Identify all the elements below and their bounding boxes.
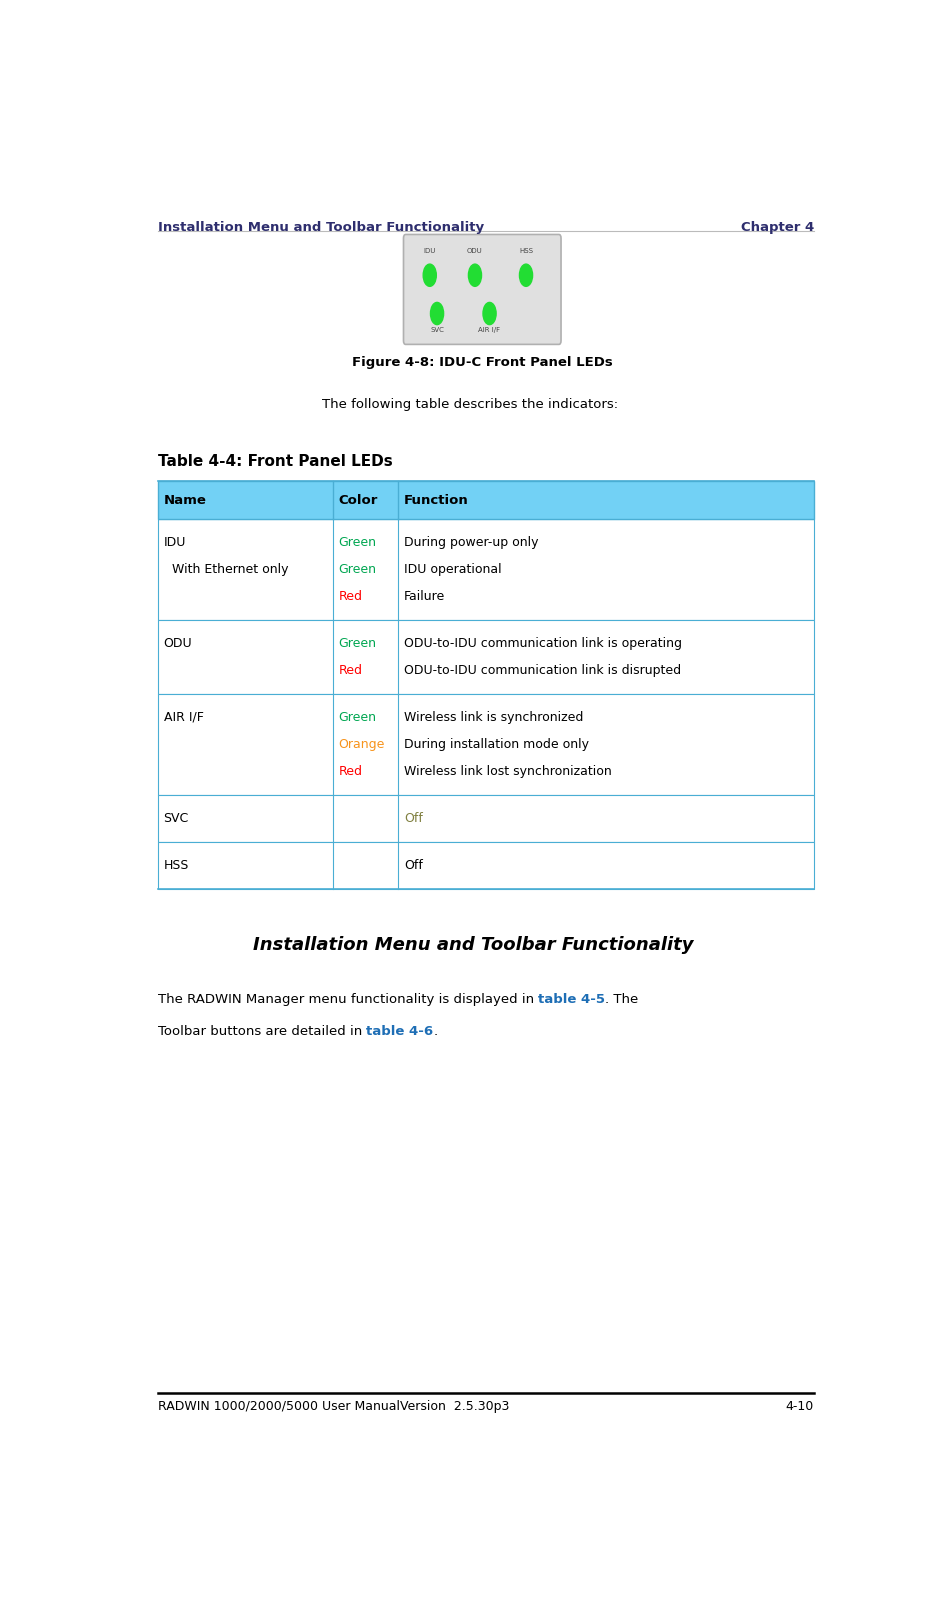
- Text: Wireless link is synchronized: Wireless link is synchronized: [405, 711, 583, 723]
- Text: HSS: HSS: [164, 860, 189, 873]
- Text: SVC: SVC: [430, 327, 444, 334]
- Text: table 4-6: table 4-6: [366, 1025, 434, 1038]
- Text: During installation mode only: During installation mode only: [405, 738, 589, 751]
- Text: Green: Green: [339, 637, 376, 650]
- Text: table 4-5: table 4-5: [538, 993, 605, 1006]
- Text: Name: Name: [164, 494, 206, 507]
- Text: .: .: [434, 1025, 438, 1038]
- Text: ODU: ODU: [164, 637, 192, 650]
- Text: IDU operational: IDU operational: [405, 563, 502, 576]
- Circle shape: [423, 265, 437, 287]
- Text: AIR I/F: AIR I/F: [164, 711, 203, 723]
- Text: Figure 4-8: IDU-C Front Panel LEDs: Figure 4-8: IDU-C Front Panel LEDs: [352, 356, 613, 369]
- Text: Installation Menu and Toolbar Functionality: Installation Menu and Toolbar Functional…: [158, 221, 484, 234]
- Circle shape: [430, 303, 443, 324]
- Text: Wireless link lost synchronization: Wireless link lost synchronization: [405, 765, 612, 778]
- Text: . The: . The: [605, 993, 638, 1006]
- Text: ODU-to-IDU communication link is operating: ODU-to-IDU communication link is operati…: [405, 637, 682, 650]
- Text: RADWIN 1000/2000/5000 User ManualVersion  2.5.30p3: RADWIN 1000/2000/5000 User ManualVersion…: [158, 1400, 509, 1413]
- Text: Red: Red: [339, 664, 362, 677]
- Bar: [158, 481, 814, 518]
- Bar: [158, 518, 814, 619]
- Text: Green: Green: [339, 711, 376, 723]
- Text: Toolbar buttons are detailed in: Toolbar buttons are detailed in: [158, 1025, 366, 1038]
- Text: ODU-to-IDU communication link is disrupted: ODU-to-IDU communication link is disrupt…: [405, 664, 681, 677]
- Text: With Ethernet only: With Ethernet only: [164, 563, 288, 576]
- Text: Color: Color: [339, 494, 378, 507]
- Circle shape: [519, 265, 533, 287]
- Text: Installation Menu and Toolbar Functionality: Installation Menu and Toolbar Functional…: [252, 937, 693, 954]
- Text: SVC: SVC: [164, 812, 189, 824]
- FancyBboxPatch shape: [404, 234, 561, 345]
- Circle shape: [469, 265, 482, 287]
- Text: Table 4-4: Front Panel LEDs: Table 4-4: Front Panel LEDs: [158, 454, 392, 470]
- Text: The following table describes the indicators:: The following table describes the indica…: [322, 398, 618, 411]
- Text: AIR I/F: AIR I/F: [478, 327, 501, 334]
- Text: Failure: Failure: [405, 590, 445, 603]
- Bar: [158, 619, 814, 695]
- Text: HSS: HSS: [519, 249, 533, 253]
- Text: Red: Red: [339, 765, 362, 778]
- Text: The RADWIN Manager menu functionality is displayed in: The RADWIN Manager menu functionality is…: [158, 993, 538, 1006]
- Bar: [158, 842, 814, 889]
- Text: ODU: ODU: [467, 249, 483, 253]
- Circle shape: [483, 303, 496, 324]
- Text: Green: Green: [339, 563, 376, 576]
- Text: Orange: Orange: [339, 738, 385, 751]
- Text: During power-up only: During power-up only: [405, 536, 539, 549]
- Text: Function: Function: [405, 494, 469, 507]
- Text: IDU: IDU: [423, 249, 436, 253]
- Text: Red: Red: [339, 590, 362, 603]
- Text: 4-10: 4-10: [786, 1400, 814, 1413]
- Bar: [158, 796, 814, 842]
- Text: Green: Green: [339, 536, 376, 549]
- Bar: [158, 695, 814, 796]
- Text: IDU: IDU: [164, 536, 186, 549]
- Text: Chapter 4: Chapter 4: [741, 221, 814, 234]
- Text: Off: Off: [405, 860, 423, 873]
- Text: Off: Off: [405, 812, 423, 824]
